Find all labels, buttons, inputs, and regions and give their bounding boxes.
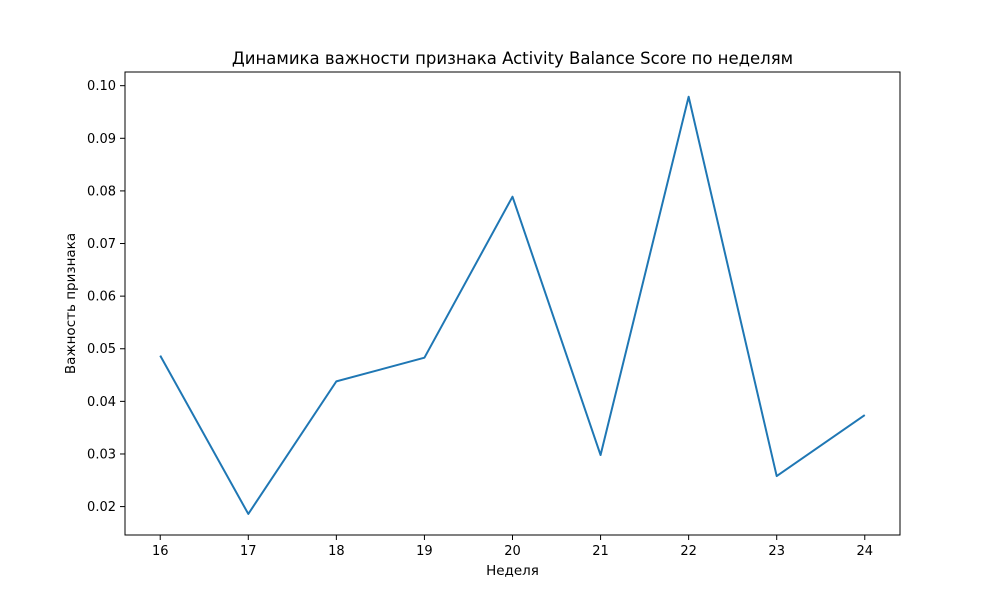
series-line: [159, 95, 866, 515]
x-tick-label: 24: [856, 544, 873, 559]
x-tick-label: 16: [152, 544, 169, 559]
x-tick-label: 19: [416, 544, 433, 559]
chart-title: Динамика важности признака Activity Bala…: [232, 49, 793, 68]
y-tick-label: 0.06: [87, 290, 116, 305]
y-tick-label: 0.03: [87, 447, 116, 462]
y-tick-label: 0.09: [87, 132, 116, 147]
y-tick-label: 0.05: [87, 342, 116, 357]
plot-area: [159, 95, 866, 515]
x-tick-label: 18: [328, 544, 345, 559]
y-tick-label: 0.04: [87, 395, 116, 410]
y-tick-label: 0.02: [87, 500, 116, 515]
y-axis: 0.02 0.03 0.04 0.05 0.06 0.07 0.08 0.09 0.10: [87, 79, 125, 515]
y-tick-label: 0.08: [87, 184, 116, 199]
y-tick-label: 0.10: [87, 79, 116, 94]
x-tick-label: 21: [592, 544, 609, 559]
y-axis-label: Важность признака: [63, 233, 79, 374]
x-tick-label: 20: [504, 544, 521, 559]
x-tick-label: 22: [680, 544, 697, 559]
y-tick-label: 0.07: [87, 237, 116, 252]
x-axis: 16 17 18 19 20 21 22 23 24: [152, 535, 873, 559]
x-axis-label: Неделя: [486, 563, 539, 579]
x-tick-label: 17: [240, 544, 257, 559]
x-tick-label: 23: [768, 544, 785, 559]
